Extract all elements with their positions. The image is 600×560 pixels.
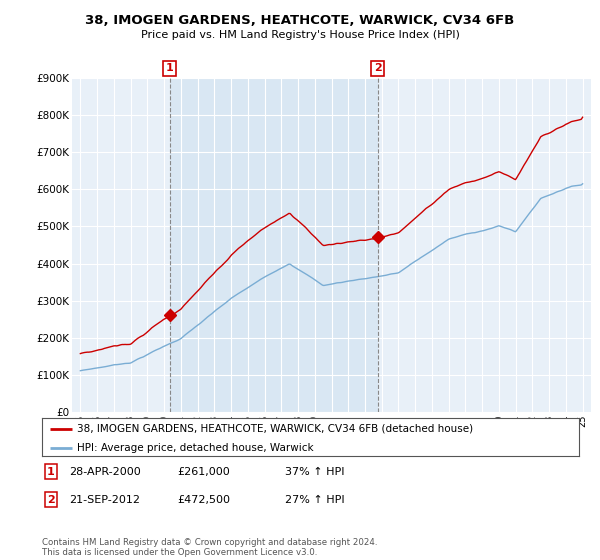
- Text: 21-SEP-2012: 21-SEP-2012: [69, 494, 140, 505]
- Text: Price paid vs. HM Land Registry's House Price Index (HPI): Price paid vs. HM Land Registry's House …: [140, 30, 460, 40]
- Text: 28-APR-2000: 28-APR-2000: [69, 466, 141, 477]
- Text: 1: 1: [166, 63, 173, 73]
- Text: 2: 2: [47, 494, 55, 505]
- Text: 1: 1: [47, 466, 55, 477]
- Text: £472,500: £472,500: [177, 494, 230, 505]
- Text: 38, IMOGEN GARDENS, HEATHCOTE, WARWICK, CV34 6FB (detached house): 38, IMOGEN GARDENS, HEATHCOTE, WARWICK, …: [77, 424, 473, 434]
- Text: 37% ↑ HPI: 37% ↑ HPI: [285, 466, 344, 477]
- Text: 2: 2: [374, 63, 382, 73]
- Text: Contains HM Land Registry data © Crown copyright and database right 2024.
This d: Contains HM Land Registry data © Crown c…: [42, 538, 377, 557]
- Text: HPI: Average price, detached house, Warwick: HPI: Average price, detached house, Warw…: [77, 443, 314, 453]
- Text: £261,000: £261,000: [177, 466, 230, 477]
- Bar: [170, 78, 377, 412]
- Text: 38, IMOGEN GARDENS, HEATHCOTE, WARWICK, CV34 6FB: 38, IMOGEN GARDENS, HEATHCOTE, WARWICK, …: [85, 14, 515, 27]
- Text: 27% ↑ HPI: 27% ↑ HPI: [285, 494, 344, 505]
